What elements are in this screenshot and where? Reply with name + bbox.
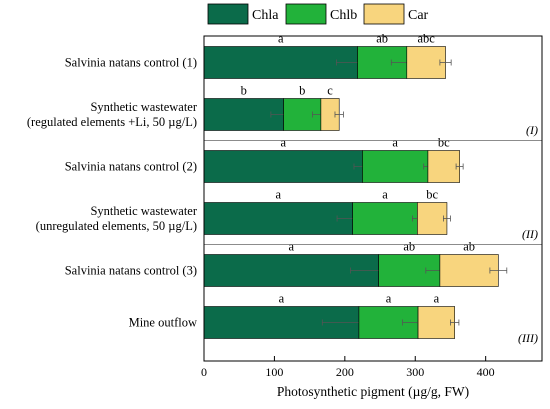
bar-chlb-3: [362, 150, 429, 183]
significance-letter-chlb-6: a: [386, 292, 392, 306]
bar-chla-4: [203, 202, 353, 235]
bar-car-4: [417, 202, 448, 235]
significance-letter-car-1: abc: [417, 32, 435, 46]
legend-swatch-car: [363, 3, 405, 25]
x-tick-label-100: 100: [265, 365, 283, 379]
bar-chla-3: [203, 150, 363, 183]
significance-letter-chla-4: a: [276, 188, 282, 202]
significance-letter-chla-6: a: [279, 292, 285, 306]
significance-letter-chla-5: a: [289, 240, 295, 254]
category-label-4-line-1: Synthetic wastewater: [90, 204, 197, 218]
significance-letter-chlb-3: a: [392, 136, 398, 150]
significance-letter-car-3: bc: [438, 136, 450, 150]
category-label-6: Mine outflow: [129, 316, 197, 330]
bar-chla-5: [203, 254, 379, 287]
significance-letter-chlb-1: ab: [376, 32, 388, 46]
significance-letter-chla-3: a: [280, 136, 286, 150]
x-axis-label: Photosynthetic pigment (µg/g, FW): [277, 384, 469, 399]
bar-car-6: [417, 306, 455, 339]
x-tick-label-0: 0: [201, 365, 207, 379]
significance-letter-car-4: bc: [426, 188, 438, 202]
significance-letter-chlb-5: ab: [403, 240, 415, 254]
group-label-2: (II): [522, 227, 538, 241]
bar-car-3: [427, 150, 460, 183]
category-label-3: Salvinia natans control (2): [65, 160, 197, 174]
legend-label-car: Car: [408, 8, 429, 23]
bar-chla-1: [203, 46, 358, 79]
x-tick-label-400: 400: [477, 365, 495, 379]
significance-letter-chlb-4: a: [382, 188, 388, 202]
significance-letter-chla-1: a: [278, 32, 284, 46]
plot-frame: [203, 35, 543, 362]
category-label-2-line-2: (regulated elements +Li, 50 µg/L): [27, 115, 197, 129]
group-label-1: (I): [526, 123, 538, 137]
legend-swatch-chla: [207, 3, 249, 25]
significance-letter-chlb-2: b: [299, 84, 305, 98]
group-label-3: (III): [518, 331, 538, 345]
significance-letter-chla-2: b: [241, 84, 247, 98]
x-tick-label-300: 300: [406, 365, 424, 379]
significance-letter-car-6: a: [434, 292, 440, 306]
category-label-1: Salvinia natans control (1): [65, 56, 197, 70]
legend-swatch-chlb: [285, 3, 327, 25]
category-label-4-line-2: (unregulated elements, 50 µg/L): [36, 219, 197, 233]
x-tick-label-200: 200: [336, 365, 354, 379]
legend-label-chlb: Chlb: [330, 8, 357, 23]
legend-label-chla: Chla: [252, 8, 279, 23]
bar-chlb-4: [352, 202, 418, 235]
category-label-2-line-1: Synthetic wastewater: [90, 100, 197, 114]
category-label-5: Salvinia natans control (3): [65, 264, 197, 278]
significance-letter-car-2: c: [327, 84, 333, 98]
significance-letter-car-5: ab: [463, 240, 475, 254]
bar-chla-2: [203, 98, 284, 131]
